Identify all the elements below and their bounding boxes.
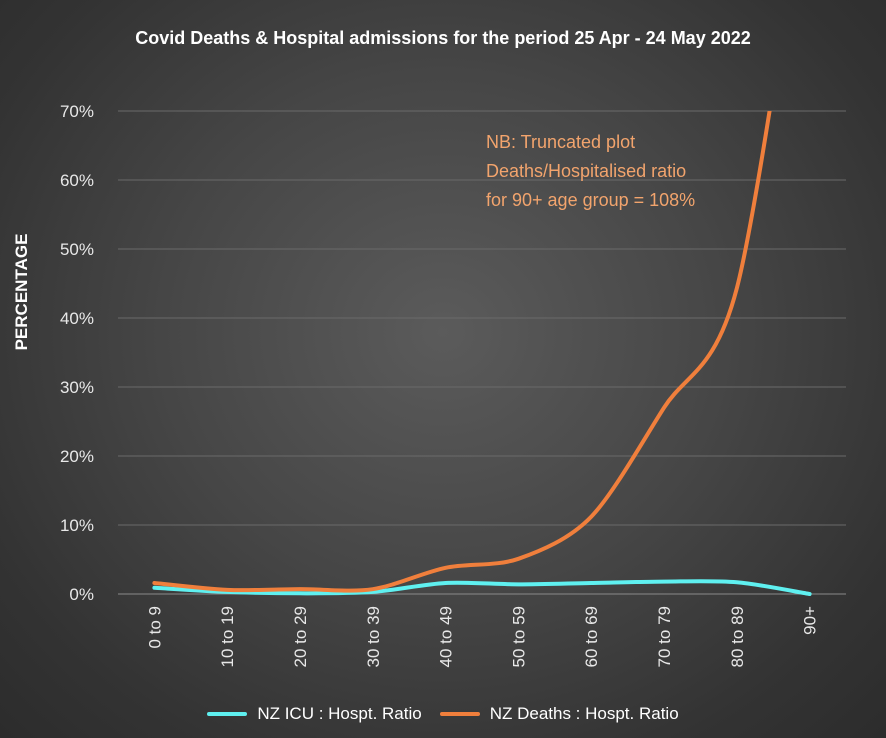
series-line-0 (152, 579, 812, 596)
series-line-1 (152, 111, 772, 593)
annotation-line: for 90+ age group = 108% (486, 190, 695, 210)
x-tick-label: 30 to 39 (364, 606, 383, 667)
y-tick-label: 30% (60, 378, 94, 397)
y-tick-label: 70% (60, 102, 94, 121)
legend-item-deaths: NZ Deaths : Hospt. Ratio (439, 704, 679, 724)
legend-label-icu: NZ ICU : Hospt. Ratio (257, 704, 422, 723)
legend-item-icu: NZ ICU : Hospt. Ratio (207, 704, 422, 724)
legend-swatch-deaths (439, 712, 480, 716)
x-tick-label: 50 to 59 (509, 606, 528, 667)
y-tick-label: 20% (60, 447, 94, 466)
y-tick-label: 10% (60, 516, 94, 535)
annotation-line: NB: Truncated plot (486, 132, 635, 152)
x-tick-label: 10 to 19 (218, 606, 237, 667)
x-tick-label: 40 to 49 (437, 606, 456, 667)
y-tick-label: 50% (60, 240, 94, 259)
legend-swatch-icu (207, 712, 248, 716)
x-tick-label: 90+ (801, 606, 820, 635)
x-tick-label: 70 to 79 (655, 606, 674, 667)
legend: NZ ICU : Hospt. Ratio NZ Deaths : Hospt.… (0, 704, 886, 724)
legend-label-deaths: NZ Deaths : Hospt. Ratio (489, 704, 679, 723)
x-tick-label: 20 to 29 (291, 606, 310, 667)
chart-title: Covid Deaths & Hospital admissions for t… (135, 28, 751, 48)
annotation-line: Deaths/Hospitalised ratio (486, 161, 686, 181)
x-tick-label: 60 to 69 (582, 606, 601, 667)
y-tick-label: 0% (69, 585, 94, 604)
y-tick-label: 40% (60, 309, 94, 328)
x-tick-label: 80 to 89 (728, 606, 747, 667)
x-tick-label: 0 to 9 (145, 606, 164, 649)
y-tick-label: 60% (60, 171, 94, 190)
